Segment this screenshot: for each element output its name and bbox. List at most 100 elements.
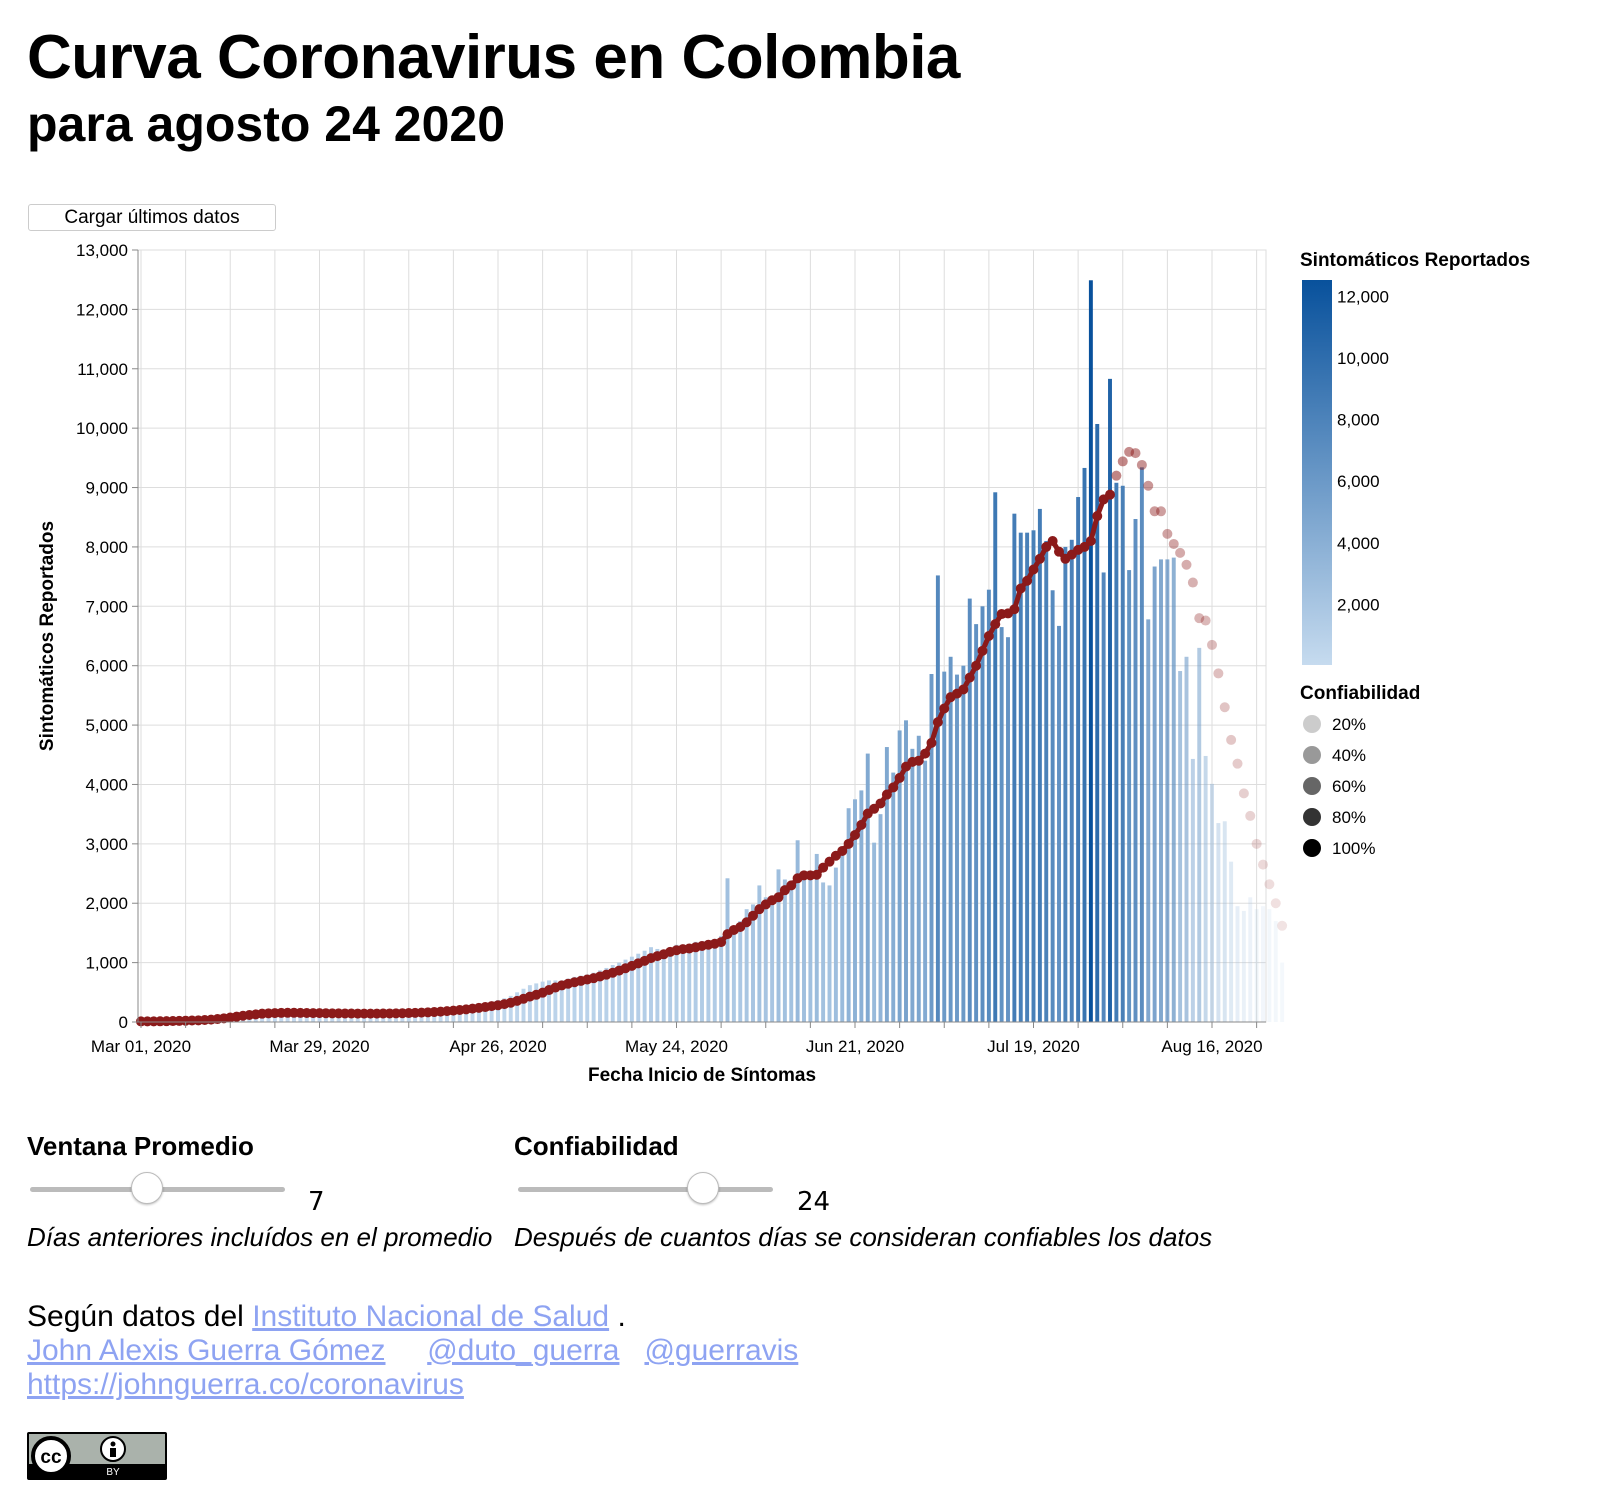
- bar: [1057, 625, 1061, 1022]
- bar: [668, 947, 673, 1022]
- x-axis-title: Fecha Inicio de Síntomas: [588, 1065, 816, 1086]
- y-tick-label: 4,000: [85, 775, 128, 794]
- y-tick-label: 11,000: [77, 360, 128, 379]
- bar: [1152, 566, 1157, 1022]
- color-legend-label: 8,000: [1337, 411, 1380, 430]
- bar: [993, 492, 998, 1022]
- source-line: Según datos del Instituto Nacional de Sa…: [27, 1300, 798, 1334]
- average-point: [894, 772, 905, 783]
- opacity-legend-swatch: [1303, 777, 1321, 795]
- bar: [585, 974, 590, 1022]
- average-point: [1156, 506, 1166, 517]
- opacity-legend-swatch: [1303, 715, 1321, 733]
- color-legend-label: 12,000: [1337, 287, 1389, 306]
- window-description: Días anteriores incluídos en el promedio: [27, 1222, 493, 1252]
- bar: [751, 904, 755, 1022]
- reliability-slider-track[interactable]: [518, 1187, 773, 1192]
- opacity-legend-label: 40%: [1332, 746, 1366, 765]
- bar: [1101, 572, 1106, 1022]
- bar: [1088, 280, 1093, 1023]
- average-point: [850, 829, 860, 840]
- average-point: [881, 789, 892, 800]
- reliability-slider-thumb[interactable]: [686, 1172, 719, 1204]
- bar: [923, 760, 928, 1022]
- average-point: [1085, 535, 1096, 546]
- bar: [476, 1004, 481, 1022]
- bar: [846, 808, 851, 1022]
- average-point: [837, 845, 848, 856]
- average-point: [1213, 668, 1224, 679]
- twitter-guerravis-link[interactable]: @guerravis: [644, 1334, 799, 1367]
- color-legend-label: 4,000: [1337, 534, 1380, 553]
- bar: [1095, 423, 1100, 1022]
- reliability-control-title: Confiabilidad: [514, 1131, 679, 1161]
- bar: [1267, 909, 1272, 1022]
- bar: [1261, 906, 1265, 1022]
- bar: [840, 849, 845, 1022]
- source-link[interactable]: Instituto Nacional de Salud: [252, 1300, 610, 1333]
- y-tick-label: 9,000: [85, 479, 128, 498]
- average-point: [875, 798, 886, 809]
- average-point: [1111, 470, 1122, 481]
- window-slider[interactable]: [30, 1172, 285, 1208]
- average-point: [1270, 898, 1281, 909]
- window-slider-thumb[interactable]: [131, 1172, 164, 1204]
- average-point: [1054, 546, 1064, 557]
- bar: [483, 1002, 488, 1022]
- author-link[interactable]: John Alexis Guerra Gómez: [27, 1334, 386, 1367]
- cc-license-badge[interactable]: cc BY: [27, 1432, 167, 1480]
- average-point: [818, 862, 829, 873]
- load-latest-data-button[interactable]: Cargar últimos datos: [28, 204, 276, 231]
- bar: [776, 869, 781, 1022]
- bar: [559, 980, 564, 1022]
- bar: [1120, 485, 1125, 1022]
- average-point: [1143, 480, 1154, 491]
- y-tick-label: 0: [119, 1013, 128, 1032]
- reliability-slider[interactable]: [518, 1172, 773, 1208]
- source-suffix: .: [617, 1300, 626, 1333]
- opacity-legend-swatch: [1303, 808, 1321, 826]
- bar: [712, 938, 717, 1022]
- opacity-legend-swatch: [1303, 839, 1321, 857]
- bar: [1190, 758, 1195, 1022]
- bar: [916, 735, 921, 1022]
- bar: [1254, 909, 1259, 1022]
- average-point: [958, 684, 969, 695]
- average-point: [1022, 575, 1033, 586]
- bar: [1184, 656, 1189, 1022]
- average-point: [1175, 547, 1186, 558]
- bar: [1210, 783, 1214, 1022]
- average-point: [1232, 758, 1243, 769]
- bar: [547, 980, 551, 1022]
- average-point: [773, 892, 784, 903]
- bar: [725, 878, 730, 1022]
- average-point: [1047, 535, 1058, 546]
- average-point: [1181, 559, 1192, 570]
- bar: [1222, 821, 1227, 1022]
- bar: [878, 814, 883, 1022]
- opacity-legend-label: 80%: [1332, 808, 1366, 827]
- average-point: [856, 819, 867, 830]
- bar: [974, 624, 979, 1022]
- x-tick-label: Mar 29, 2020: [269, 1037, 369, 1056]
- bar: [540, 981, 545, 1022]
- twitter-duto-link[interactable]: @duto_guerra: [427, 1334, 620, 1367]
- bars: [139, 280, 1285, 1023]
- site-link[interactable]: https://johnguerra.co/coronavirus: [27, 1368, 464, 1401]
- bar: [1050, 590, 1055, 1022]
- y-tick-label: 2,000: [85, 894, 128, 913]
- bar: [942, 671, 947, 1022]
- average-point: [964, 672, 975, 683]
- x-tick-label: Jul 19, 2020: [987, 1037, 1080, 1056]
- bar: [795, 840, 800, 1022]
- bar: [1076, 497, 1081, 1022]
- bar: [955, 674, 959, 1022]
- axes: 0 1,000 2,000 3,000 4,000 5,000 6,000 7,000 8,00…: [37, 241, 1266, 1086]
- bar: [789, 885, 794, 1022]
- bar: [802, 873, 806, 1022]
- chart: 0 1,000 2,000 3,000 4,000 5,000 6,000 7,000 8,00…: [37, 241, 1530, 1086]
- window-value: 7: [308, 1187, 325, 1217]
- bar: [566, 978, 571, 1022]
- y-tick-label: 1,000: [85, 954, 128, 973]
- bar: [948, 656, 953, 1022]
